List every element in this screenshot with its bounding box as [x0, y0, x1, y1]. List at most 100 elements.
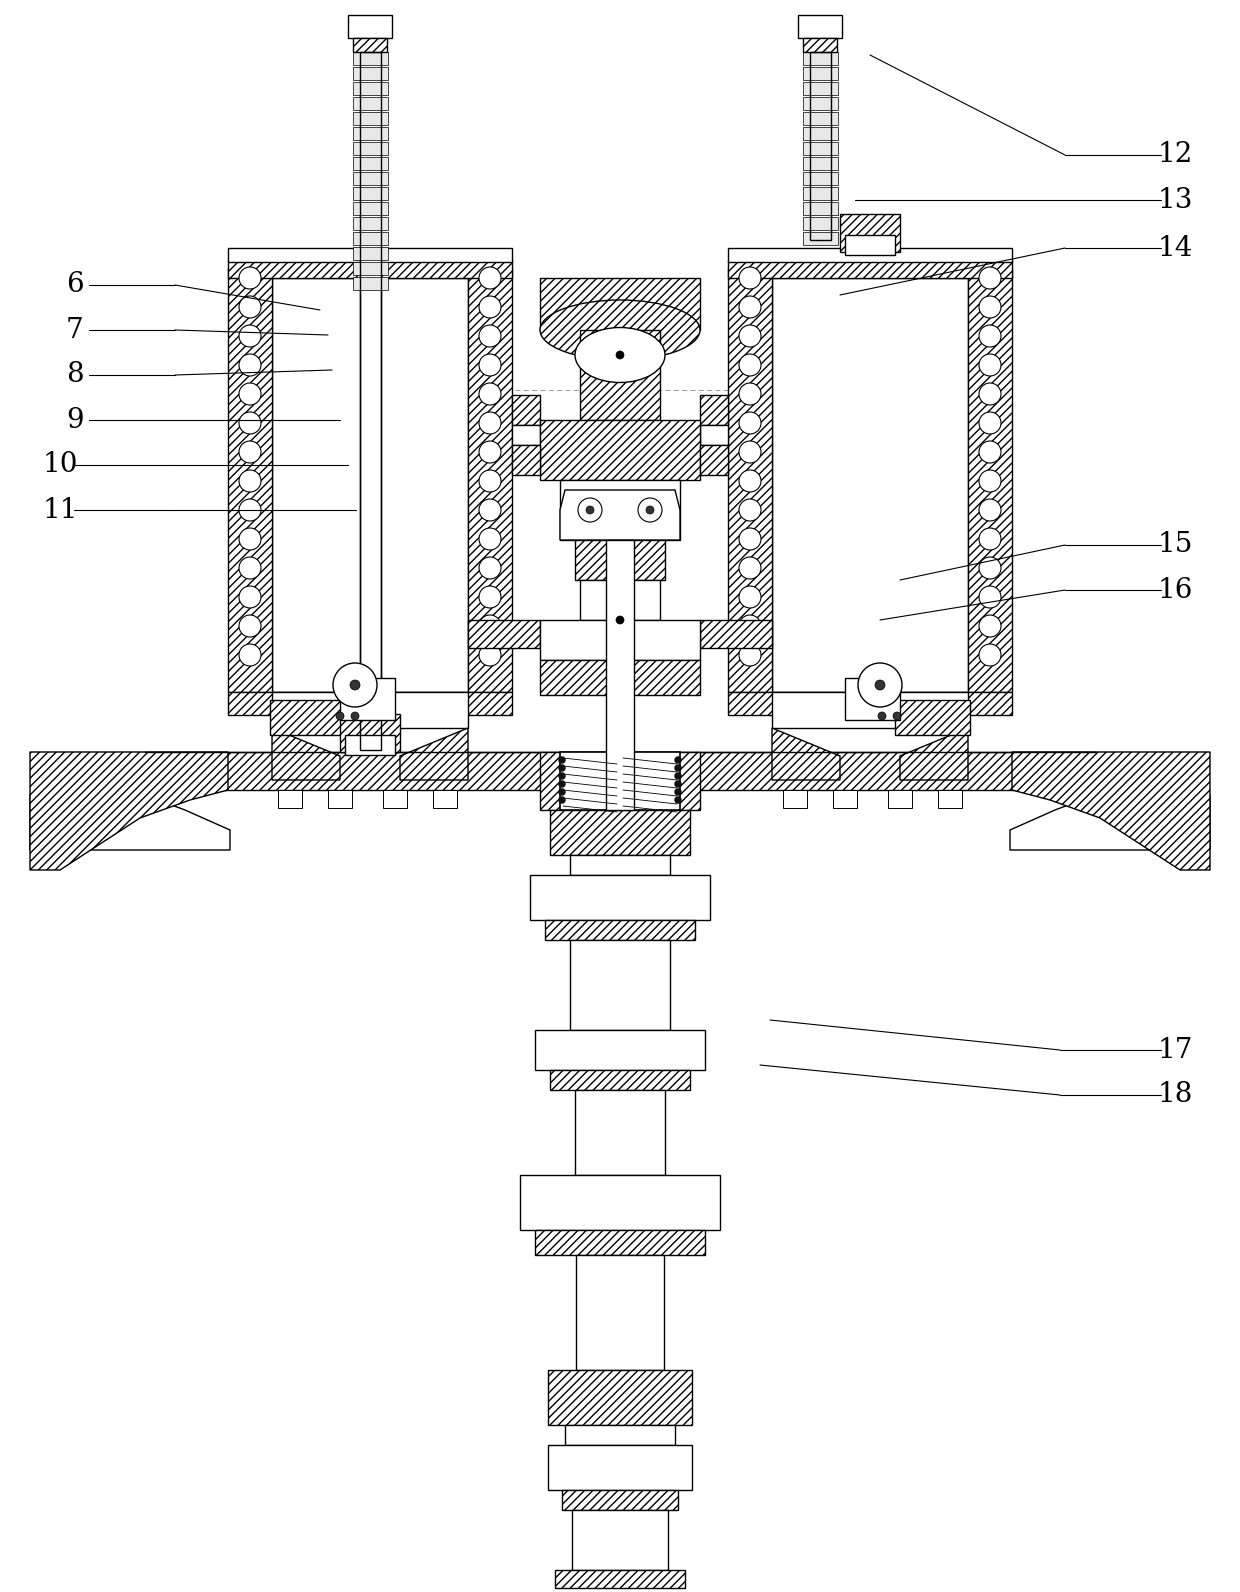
Bar [360, 53, 381, 750]
Bar [278, 790, 303, 809]
Circle shape [739, 529, 761, 549]
Bar [353, 232, 388, 245]
Circle shape [479, 498, 501, 521]
Circle shape [239, 267, 260, 290]
Bar [575, 1091, 665, 1175]
Bar [839, 213, 900, 252]
Bar [539, 279, 701, 330]
Bar [570, 855, 670, 876]
Bar [968, 267, 1012, 693]
Circle shape [675, 764, 682, 772]
Circle shape [239, 645, 260, 665]
Circle shape [739, 412, 761, 435]
Bar [272, 279, 467, 693]
Circle shape [675, 772, 682, 780]
Circle shape [739, 325, 761, 347]
Bar [329, 790, 352, 809]
Bar [773, 693, 968, 728]
Bar [539, 420, 701, 481]
Circle shape [980, 325, 1001, 347]
Bar [228, 693, 512, 715]
Circle shape [646, 506, 653, 514]
Bar [340, 678, 396, 720]
Bar [353, 53, 388, 65]
Bar [353, 217, 388, 229]
Circle shape [479, 441, 501, 463]
Bar [804, 232, 838, 245]
Circle shape [980, 645, 1001, 665]
Circle shape [875, 680, 885, 689]
Circle shape [558, 788, 565, 796]
Bar [467, 619, 539, 648]
Circle shape [479, 325, 501, 347]
Circle shape [239, 586, 260, 608]
Bar [844, 236, 895, 255]
Circle shape [980, 586, 1001, 608]
Polygon shape [900, 728, 968, 780]
Circle shape [980, 412, 1001, 435]
Bar [546, 920, 694, 939]
Bar [345, 736, 396, 755]
Circle shape [479, 267, 501, 290]
Circle shape [739, 353, 761, 376]
Bar [270, 700, 345, 736]
Circle shape [739, 470, 761, 492]
Text: 6: 6 [66, 272, 84, 299]
Bar [575, 540, 665, 579]
Bar [799, 14, 842, 38]
Bar [728, 248, 1012, 263]
Bar [728, 259, 1012, 279]
Bar [580, 330, 660, 420]
Bar [728, 267, 773, 693]
Bar [353, 67, 388, 80]
Circle shape [893, 712, 901, 720]
Circle shape [578, 498, 601, 522]
Bar [548, 1446, 692, 1490]
Circle shape [980, 296, 1001, 318]
Bar [353, 38, 387, 53]
Circle shape [739, 557, 761, 579]
Polygon shape [30, 751, 228, 869]
Bar [701, 425, 728, 446]
Polygon shape [1012, 751, 1210, 869]
Bar [353, 111, 388, 126]
Bar [467, 267, 512, 693]
Bar [551, 1070, 689, 1091]
Ellipse shape [575, 328, 665, 382]
Circle shape [334, 662, 377, 707]
Bar [701, 446, 728, 474]
Circle shape [858, 662, 901, 707]
Text: 9: 9 [66, 406, 84, 433]
Circle shape [558, 780, 565, 788]
Bar [353, 158, 388, 170]
Circle shape [980, 470, 1001, 492]
Bar [804, 202, 838, 215]
Bar [353, 83, 388, 96]
Circle shape [739, 498, 761, 521]
Bar [844, 678, 900, 720]
Bar [353, 186, 388, 201]
Bar [560, 481, 680, 540]
Text: 16: 16 [1157, 576, 1193, 603]
Bar [353, 247, 388, 259]
Bar [353, 142, 388, 154]
Circle shape [350, 680, 360, 689]
Bar [560, 751, 680, 810]
Bar [833, 790, 857, 809]
Bar [701, 619, 773, 648]
Polygon shape [272, 728, 340, 780]
Bar [272, 693, 467, 728]
Bar [539, 661, 701, 696]
Bar [804, 217, 838, 229]
Circle shape [739, 296, 761, 318]
Circle shape [980, 498, 1001, 521]
Bar [360, 53, 381, 750]
Text: 11: 11 [42, 497, 78, 524]
Circle shape [558, 756, 565, 764]
Bar [937, 790, 962, 809]
Circle shape [239, 296, 260, 318]
Bar [804, 172, 838, 185]
Circle shape [587, 506, 594, 514]
Polygon shape [30, 794, 229, 850]
Circle shape [616, 616, 624, 624]
